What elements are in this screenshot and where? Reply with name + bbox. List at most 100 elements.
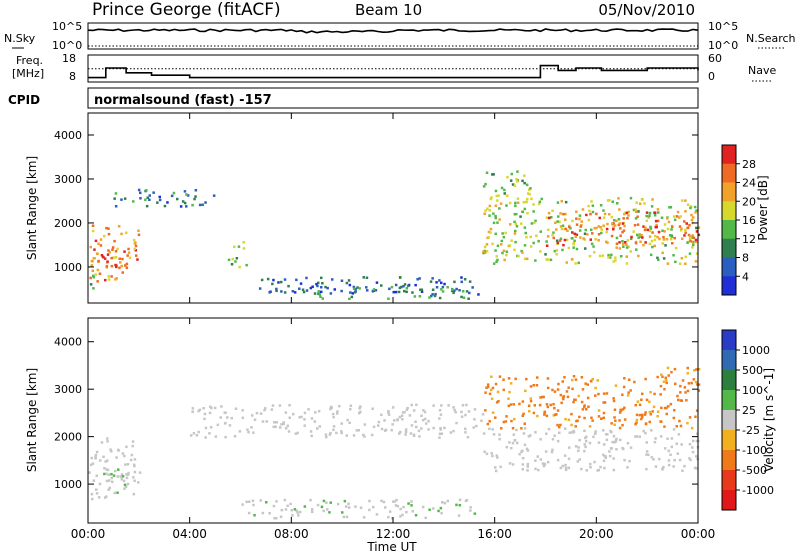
echo-cell — [125, 445, 128, 449]
echo-cell — [404, 433, 407, 436]
echo-cell — [667, 374, 670, 377]
echo-cell — [551, 209, 554, 212]
echo-cell — [238, 430, 242, 433]
echo-cell — [534, 459, 537, 462]
echo-cell — [158, 195, 161, 199]
echo-cell — [574, 398, 577, 402]
echo-cell — [336, 410, 339, 413]
echo-cell — [466, 435, 470, 439]
echo-cell — [532, 241, 535, 245]
echo-cell — [615, 448, 618, 451]
echo-cell — [253, 418, 257, 421]
echo-cell — [279, 515, 283, 518]
echo-cell — [324, 285, 327, 289]
echo-cell — [646, 228, 650, 232]
echo-cell — [653, 214, 657, 217]
echo-cell — [483, 249, 486, 253]
echo-cell — [694, 260, 698, 263]
echo-cell — [695, 368, 698, 371]
echo-cell — [492, 212, 495, 215]
echo-cell — [508, 462, 512, 465]
echo-cell — [245, 500, 248, 504]
echo-cell — [697, 233, 701, 237]
echo-cell — [443, 426, 446, 430]
echo-cell — [523, 181, 526, 185]
echo-cell — [464, 499, 468, 503]
echo-cell — [547, 228, 550, 231]
echo-cell — [546, 405, 550, 409]
echo-cell — [398, 415, 402, 419]
echo-cell — [555, 249, 559, 252]
echo-cell — [688, 442, 692, 446]
echo-cell — [505, 445, 508, 449]
echo-cell — [516, 170, 519, 173]
echo-cell — [223, 422, 227, 425]
echo-cell — [673, 409, 676, 412]
echo-cell — [602, 392, 606, 395]
echo-cell — [597, 441, 601, 444]
echo-cell — [320, 505, 324, 509]
echo-cell — [349, 404, 353, 407]
echo-cell — [126, 254, 129, 257]
echo-cell — [647, 453, 650, 457]
echo-cell — [666, 217, 669, 220]
echo-cell — [613, 416, 616, 419]
echo-cell — [667, 405, 670, 408]
echo-cell — [372, 425, 376, 429]
echo-cell — [583, 404, 586, 407]
colorbar-tick-label: 1000 — [742, 344, 770, 357]
echo-cell — [338, 404, 341, 408]
echo-cell — [131, 444, 134, 448]
echo-cell — [372, 288, 376, 291]
echo-cell — [288, 404, 291, 407]
echo-cell — [453, 280, 456, 284]
echo-cell — [555, 413, 558, 416]
colorbar-tick-label: 100 — [742, 384, 763, 397]
colorbar-tick-label: -25 — [742, 424, 760, 437]
echo-cell — [411, 291, 414, 294]
echo-cell — [328, 433, 332, 436]
echo-cell — [438, 417, 441, 420]
echo-cell — [391, 406, 395, 409]
echo-cell — [627, 214, 630, 217]
echo-cell — [616, 202, 619, 205]
echo-cell — [623, 224, 626, 228]
echo-cell — [549, 403, 552, 407]
echo-cell — [556, 201, 560, 204]
echo-cell — [251, 414, 254, 417]
echo-cell — [230, 263, 234, 266]
echo-cell — [399, 507, 402, 511]
echo-cell — [679, 384, 682, 388]
echo-cell — [553, 406, 556, 410]
echo-cell — [113, 197, 116, 200]
echo-cell — [510, 172, 513, 176]
echo-cell — [518, 452, 521, 456]
echo-cell — [284, 411, 288, 414]
echo-cell — [106, 260, 109, 263]
echo-cell — [107, 227, 110, 230]
echo-cell — [550, 216, 553, 219]
echo-cell — [105, 265, 109, 268]
echo-cell — [612, 228, 615, 231]
echo-cell — [594, 432, 597, 435]
echo-cell — [458, 504, 462, 507]
echo-cell — [255, 411, 259, 415]
echo-cell — [532, 203, 535, 206]
echo-cell — [614, 439, 618, 442]
echo-cell — [419, 288, 422, 291]
echo-cell — [685, 222, 688, 225]
echo-cell — [652, 458, 655, 461]
echo-cell — [654, 219, 658, 223]
echo-cell — [602, 216, 606, 219]
echo-cell — [532, 384, 535, 387]
echo-cell — [410, 504, 413, 507]
echo-cell — [286, 504, 289, 508]
y-tick-label: 3000 — [54, 383, 82, 396]
echo-cell — [99, 238, 103, 241]
echo-cell — [678, 225, 682, 228]
echo-cell — [318, 425, 321, 428]
echo-cell — [296, 431, 299, 435]
echo-cell — [612, 457, 615, 460]
echo-cell — [326, 508, 329, 511]
echo-cell — [697, 226, 701, 229]
